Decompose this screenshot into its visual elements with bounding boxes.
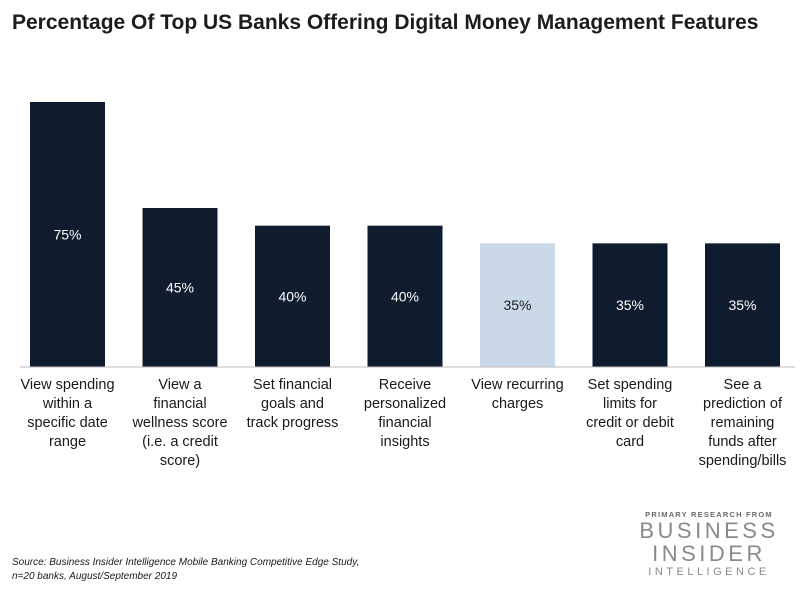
bar xyxy=(255,225,330,367)
category-label-line: wellness score xyxy=(132,415,228,431)
logo-pre: PRIMARY RESEARCH FROM xyxy=(645,510,773,519)
category-label-line: Set spending xyxy=(587,377,673,393)
bar-value-label: 75% xyxy=(53,227,81,243)
source-line-1: Source: Business Insider Intelligence Mo… xyxy=(12,557,360,568)
bar xyxy=(367,225,443,367)
source-note: Source: Business Insider Intelligence Mo… xyxy=(12,556,452,584)
category-label-line: insights xyxy=(380,434,430,450)
bar xyxy=(705,243,780,367)
category-label-line: range xyxy=(48,434,87,450)
category-label: See a prediction of remaining funds after sp… xyxy=(685,376,800,471)
category-label-line: track progress xyxy=(246,415,339,431)
category-label-line: financial xyxy=(153,396,207,412)
bar xyxy=(142,208,218,367)
bar-value-label: 35% xyxy=(728,297,756,313)
category-label: View spending within a specific date range xyxy=(10,376,126,452)
category-label: Set financial goals and track progress xyxy=(235,376,351,433)
category-label-line: goals and xyxy=(261,396,324,412)
business-insider-logo: PRIMARY RESEARCH FROM BUSINESS INSIDER I… xyxy=(624,510,794,579)
category-label-line: financial xyxy=(378,415,432,431)
chart-title: Percentage Of Top US Banks Offering Digi… xyxy=(12,11,759,34)
category-label-line: See a xyxy=(723,377,762,393)
category-label-line: remaining xyxy=(710,415,775,431)
category-label-line: funds after xyxy=(708,434,777,450)
bar xyxy=(480,243,555,367)
category-label: Receive personalized financial insights xyxy=(347,376,463,452)
category-label-line: Receive xyxy=(378,377,432,393)
category-label: View a financial wellness score (i.e. a cre… xyxy=(122,376,238,471)
category-label-line: card xyxy=(615,434,645,450)
category-label-line: View spending xyxy=(20,377,115,393)
category-label-line: charges xyxy=(491,396,544,412)
category-label-line: View a xyxy=(158,377,202,393)
category-label-line: View recurring xyxy=(471,377,564,393)
source-line-2: n=20 banks, August/September 2019 xyxy=(12,571,178,582)
category-label-line: specific date xyxy=(27,415,108,431)
category-label-line: limits for xyxy=(603,396,657,412)
logo-line-3: INTELLIGENCE xyxy=(648,566,770,578)
bar-value-label: 40% xyxy=(391,288,419,304)
bar xyxy=(592,243,668,367)
bar-value-label: 35% xyxy=(503,297,531,313)
bar-value-label: 45% xyxy=(166,280,194,296)
logo-line-2: INSIDER xyxy=(652,541,766,566)
category-label-line: score) xyxy=(159,453,201,469)
bar-value-label: 40% xyxy=(278,288,306,304)
category-label-line: personalized xyxy=(363,396,447,412)
bar-value-label: 35% xyxy=(616,297,644,313)
bar xyxy=(30,102,105,367)
logo-line-1: BUSINESS xyxy=(639,518,779,543)
category-label: Set spending limits for credit or debit car… xyxy=(572,376,688,452)
category-label-line: within a xyxy=(42,396,93,412)
category-label-line: credit or debit xyxy=(586,415,674,431)
category-label-line: spending/bills xyxy=(698,453,787,469)
category-label: View recurring charges xyxy=(460,376,576,414)
category-label-line: prediction of xyxy=(703,396,782,412)
category-label-line: (i.e. a credit xyxy=(142,434,218,450)
category-label-line: Set financial xyxy=(253,377,332,393)
